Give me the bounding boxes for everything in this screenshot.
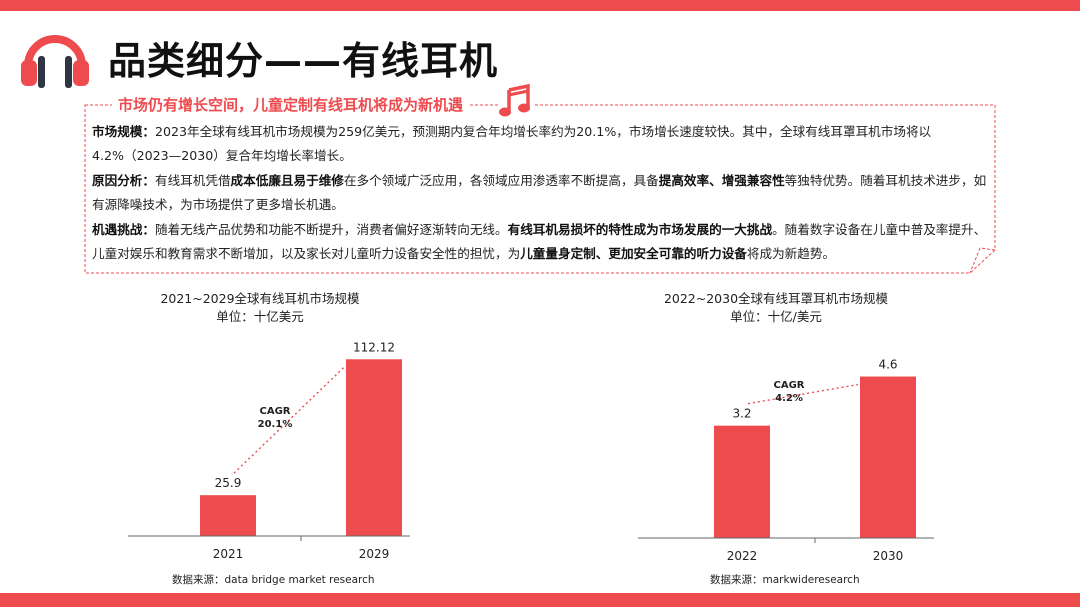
- bold-text: 原因分析：: [92, 172, 155, 188]
- text-segment: 等独特优势。随着耳机技术进步，如有源降噪技术，为市场提供了更多增长机遇。: [92, 172, 987, 213]
- chart2-title: 2022~2030全球有线耳罩耳机市场规模: [663, 291, 889, 306]
- chart1-title-block: 2021~2029全球有线耳机市场规模 单位：十亿美元: [110, 290, 410, 326]
- chart1-unit: 单位：十亿美元: [216, 309, 304, 324]
- chart2-source: 数据来源：markwideresearch: [710, 574, 860, 586]
- bold-text: 机遇挑战：: [92, 221, 155, 237]
- chart2-cagr-value: 4.2%: [775, 393, 803, 404]
- chart2-category-label: 2030: [873, 549, 904, 563]
- bold-text: 成本低廉且易于维修: [230, 172, 344, 188]
- chart1-category-label: 2021: [213, 547, 244, 561]
- chart1-cagr-value: 20.1%: [258, 419, 293, 430]
- text-segment: 。随着数字设备在儿童中普及率提升、儿童对娱乐和教育需求不断增加，以及家长对儿童听…: [92, 221, 987, 262]
- music-note-icon: [498, 84, 534, 118]
- chart2-plot: 3.2 2022 4.6 2030 CAGR 4.2%: [638, 358, 934, 563]
- paragraph-opportunity-challenge: 机遇挑战：随着无线产品优势和功能不断提升，消费者偏好逐渐转向无线。有线耳机易损坏…: [92, 218, 992, 267]
- chart2-bar-2030: [860, 376, 916, 538]
- section-subtitle: 市场仍有增长空间，儿童定制有线耳机将成为新机遇: [112, 94, 470, 115]
- body-text: 市场规模：2023年全球有线耳机市场规模为259亿美元，预测期内复合年均增长率约…: [92, 120, 992, 266]
- paragraph-cause-analysis: 原因分析：有线耳机凭借成本低廉且易于维修在多个领域广泛应用，各领域应用渗透率不断…: [92, 169, 992, 218]
- paragraph-market-size: 市场规模：2023年全球有线耳机市场规模为259亿美元，预测期内复合年均增长率约…: [92, 120, 992, 169]
- chart1-category-label: 2029: [359, 547, 390, 561]
- chart1-title: 2021~2029全球有线耳机市场规模: [160, 291, 360, 306]
- bold-text: 儿童量身定制、更加安全可靠的听力设备: [520, 246, 747, 262]
- chart1-cagr-connector: [233, 366, 345, 474]
- chart2-cagr-label: CAGR: [774, 380, 805, 391]
- bold-text: 提高效率、增强兼容性: [658, 172, 785, 188]
- bottom-accent-bar: [0, 593, 1080, 607]
- chart1-plot: 25.9 2021 112.12 2029 CAGR 20.1%: [128, 340, 410, 561]
- text-segment: 随着无线产品优势和功能不断提升，消费者偏好逐渐转向无线。: [154, 221, 508, 237]
- text-segment: 有线耳机凭借: [154, 172, 231, 188]
- bold-text: 市场规模：: [92, 124, 155, 139]
- chart1-cagr-label: CAGR: [260, 406, 291, 417]
- bold-text: 有线耳机易损坏的特性成为市场发展的一大挑战: [507, 221, 773, 237]
- chart1-bar-2021: [200, 495, 256, 536]
- top-accent-bar: [0, 0, 1080, 11]
- chart2-title-block: 2022~2030全球有线耳罩耳机市场规模 单位：十亿/美元: [626, 290, 926, 326]
- text-segment: 2023年全球有线耳机市场规模为259亿美元，预测期内复合年均增长率约为20.1…: [92, 124, 932, 164]
- chart2-unit: 单位：十亿/美元: [730, 309, 822, 324]
- page-title: 品类细分——有线耳机: [108, 39, 499, 83]
- chart1-value-label: 112.12: [353, 340, 395, 354]
- chart2-cagr-connector: [747, 383, 859, 405]
- headphones-icon: [21, 35, 89, 88]
- text-segment: 在多个领域广泛应用，各领域应用渗透率不断提高，具备: [343, 172, 659, 188]
- text-segment: 将成为新趋势。: [746, 246, 836, 262]
- chart1-value-label: 25.9: [215, 476, 242, 490]
- chart2-category-label: 2022: [727, 549, 758, 563]
- chart1-bar-2029: [346, 359, 402, 536]
- chart1-source: 数据来源：data bridge market research: [172, 574, 375, 586]
- chart2-value-label: 4.6: [878, 358, 897, 372]
- chart2-value-label: 3.2: [732, 407, 751, 421]
- chart2-bar-2022: [714, 425, 770, 538]
- text-frame: [84, 104, 996, 274]
